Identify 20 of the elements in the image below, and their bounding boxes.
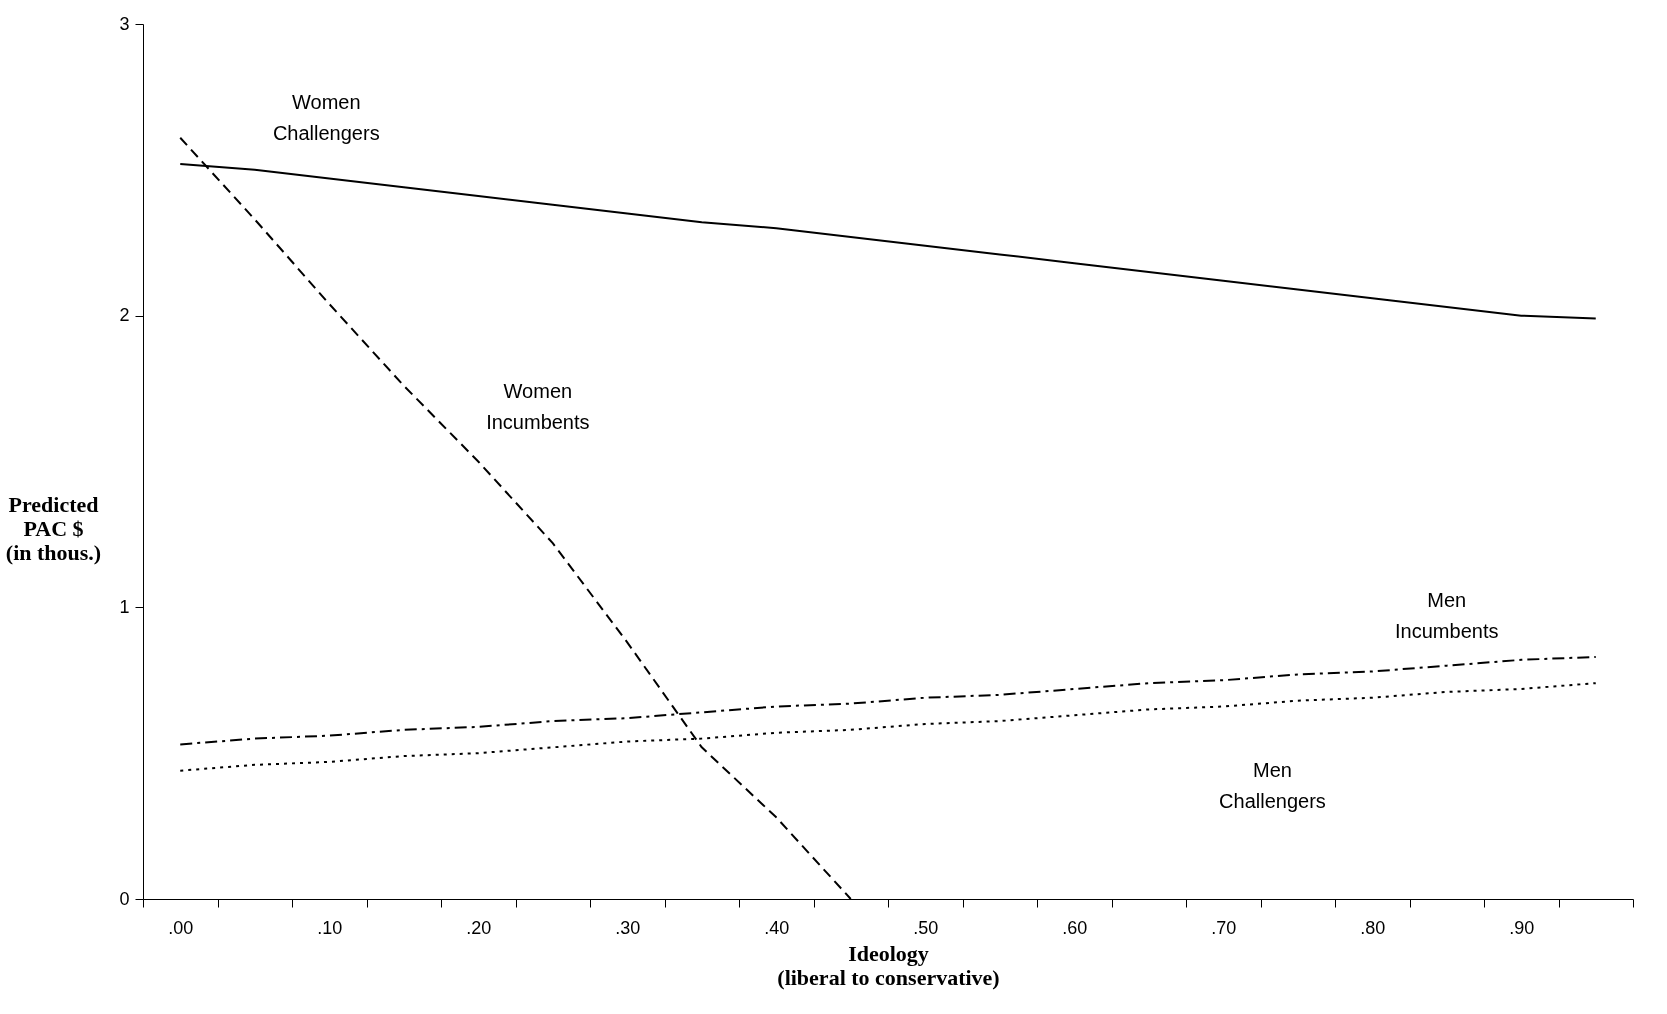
y-axis-title: Predicted PAC $ (in thous.) [5,491,102,565]
annotation: Women Incumbents [486,379,590,433]
x-tick-label: .60 [1062,917,1088,938]
x-axis-title: Ideology (liberal to conservative) [777,940,1000,990]
x-tick-label: .40 [764,917,790,938]
annotation: Men Challengers [1219,759,1326,813]
x-tick-label: .10 [317,917,343,938]
y-tick-label: 1 [119,596,130,617]
y-tick-label: 0 [119,888,130,909]
x-tick-label: .30 [615,917,641,938]
y-tick-label: 2 [119,305,130,326]
x-tick-label: .50 [913,917,939,938]
annotation: Women Challengers [272,90,380,144]
x-tick-label: .80 [1360,917,1386,938]
x-tick-label: .20 [466,917,492,938]
x-tick-label: .90 [1509,917,1535,938]
y-tick-label: 3 [119,13,130,34]
annotation: Men Incumbents [1395,588,1499,642]
x-tick-label: .70 [1211,917,1237,938]
x-tick-label: .00 [168,917,194,938]
